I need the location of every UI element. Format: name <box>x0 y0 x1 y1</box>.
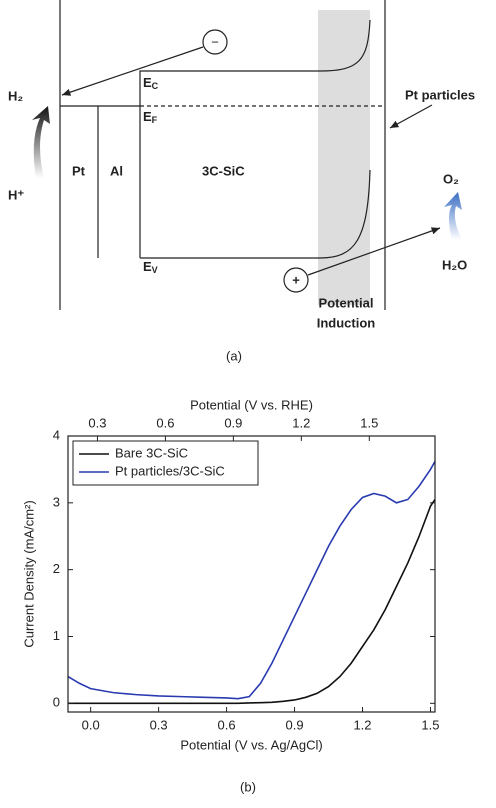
label: Pt particles <box>405 87 475 102</box>
diagram <box>32 0 462 310</box>
label: V <box>152 265 158 275</box>
y-tick-label: 2 <box>53 561 60 576</box>
label: C <box>152 81 159 91</box>
x2-tick-label: 0.3 <box>88 415 106 430</box>
label: Induction <box>317 315 376 330</box>
label: O₂ <box>443 171 459 186</box>
label: H₂ <box>8 88 23 103</box>
caption: (b) <box>240 779 256 794</box>
label: Al <box>110 163 123 178</box>
legend-box <box>72 440 259 486</box>
h-arrow <box>32 106 50 178</box>
label: F <box>152 115 158 125</box>
label: EV <box>143 259 158 275</box>
label: Pt <box>72 163 86 178</box>
x-tick-label: 0.6 <box>218 717 236 732</box>
data-line <box>67 461 436 700</box>
chart: 0.0 0.3 0.6 0.9 1.2 1.5 0.3 0.6 0.9 1.2 1.5 0 1 2 3 4 Po… <box>21 397 439 794</box>
x-axis-label: Potential (V vs. Ag/AgCl) <box>180 737 322 752</box>
label: E <box>143 75 152 90</box>
caption: (a) <box>226 348 242 363</box>
x-tick-label: 0.9 <box>286 717 304 732</box>
label: E <box>143 259 152 274</box>
x2-tick-label: 0.9 <box>224 415 242 430</box>
x2-tick-label: 0.6 <box>156 415 174 430</box>
induction-region <box>318 10 370 305</box>
x-tick-label: 0.0 <box>82 717 100 732</box>
diagram-labels: H₂ H⁺ Pt Al 3C-SiC EC EF EV Pt particles… <box>8 34 475 363</box>
y-tick-label: 1 <box>53 628 60 643</box>
data-line <box>68 499 436 705</box>
o-arrow <box>444 192 462 240</box>
label: − <box>211 34 219 49</box>
x2-tick-label: 1.2 <box>292 415 310 430</box>
label: 3C-SiC <box>202 163 245 178</box>
y-axis-label: Current Density (mA/cm²) <box>21 500 36 647</box>
plot-frame <box>67 435 436 713</box>
hole <box>283 267 309 293</box>
arrow <box>307 227 441 276</box>
label: EC <box>143 75 159 91</box>
label: + <box>292 272 300 287</box>
x-tick-label: 1.5 <box>421 717 439 732</box>
y-tick-label: 3 <box>53 494 60 509</box>
y-tick-label: 4 <box>53 427 60 442</box>
label: E <box>143 109 152 124</box>
x-tick-label: 0.3 <box>150 717 168 732</box>
arrow <box>61 46 204 96</box>
label: H⁺ <box>8 187 24 202</box>
label: Potential <box>319 295 374 310</box>
arrow <box>389 104 433 129</box>
conduction-band <box>139 19 371 258</box>
x2-tick-label: 1.5 <box>360 415 378 430</box>
electron <box>202 29 228 55</box>
label: EF <box>143 109 158 125</box>
x2-axis-label: Potential (V vs. RHE) <box>190 397 313 412</box>
label: H₂O <box>442 257 467 272</box>
valence-band <box>140 169 371 259</box>
x-tick-label: 1.2 <box>353 717 371 732</box>
legend-label: Pt particles/3C-SiC <box>115 463 225 478</box>
legend-label: Bare 3C-SiC <box>115 445 188 460</box>
y-tick-label: 0 <box>53 695 60 710</box>
